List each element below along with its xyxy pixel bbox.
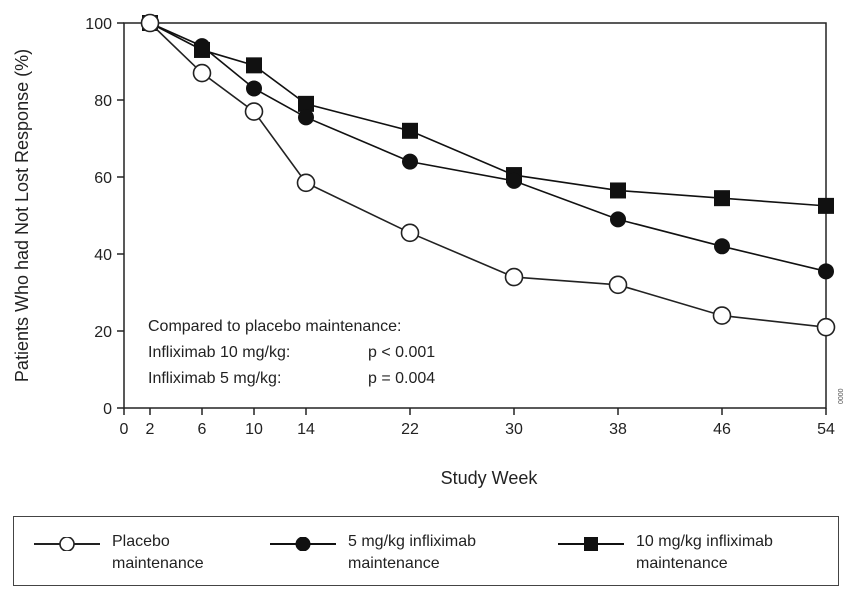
data-point-square	[246, 57, 262, 74]
x-tick-label: 46	[713, 421, 731, 438]
data-point-filled-circle	[818, 263, 834, 280]
annotation: Compared to placebo maintenance: Inflixim…	[148, 318, 435, 387]
data-point-open-circle	[504, 267, 524, 287]
data-point-filled-circle	[714, 238, 730, 255]
annotation-heading: Compared to placebo maintenance:	[148, 318, 402, 335]
data-point-square	[298, 95, 314, 112]
data-point-open-circle	[816, 317, 836, 337]
series-5mg	[142, 15, 834, 280]
plot-frame	[123, 22, 827, 409]
y-tick-label: 40	[94, 247, 112, 264]
x-tick-label: 14	[297, 421, 315, 438]
x-axis-label: Study Week	[441, 468, 539, 488]
annotation-10mg-label: Infliximab 10 mg/kg:	[148, 344, 290, 361]
data-point-open-circle	[712, 306, 732, 325]
open-circle-marker-icon	[34, 537, 100, 551]
data-point-open-circle	[400, 223, 420, 243]
data-point-filled-circle	[506, 172, 522, 189]
y-tick-label: 80	[94, 93, 112, 110]
y-tick-label: 100	[85, 16, 112, 33]
series-layer	[140, 13, 836, 337]
annotation-5mg-pvalue: p = 0.004	[368, 370, 435, 387]
x-tick-label: 54	[817, 421, 835, 438]
y-tick-label: 0	[103, 401, 112, 418]
annotation-5mg-label: Infliximab 5 mg/kg:	[148, 370, 281, 387]
data-point-open-circle	[608, 275, 628, 295]
legend-label-placebo: Placebo maintenance	[112, 533, 204, 572]
data-point-square	[610, 182, 626, 199]
data-point-square	[402, 122, 418, 139]
series-placebo	[140, 13, 836, 337]
legend-label-5mg: 5 mg/kg infliximab maintenance	[348, 533, 477, 572]
x-tick-label: 38	[609, 421, 627, 438]
data-point-filled-circle	[610, 211, 626, 228]
data-point-filled-circle	[194, 38, 210, 55]
y-tick-label: 60	[94, 170, 112, 187]
data-point-open-circle	[296, 173, 316, 193]
x-tick-label: 0	[120, 421, 129, 438]
y-axis-label: Patients Who had Not Lost Response (%)	[12, 49, 32, 382]
data-point-filled-circle	[246, 80, 262, 97]
x-tick-label: 6	[198, 421, 207, 438]
x-tick-label: 10	[245, 421, 263, 438]
x-tick-label: 2	[146, 421, 155, 438]
filled-circle-marker-icon	[270, 537, 336, 551]
data-point-open-circle	[244, 102, 264, 121]
filled-square-marker-icon	[558, 537, 624, 551]
data-point-open-circle	[192, 63, 212, 83]
x-tick-label: 22	[401, 421, 419, 438]
data-point-filled-circle	[298, 109, 314, 126]
annotation-10mg-pvalue: p < 0.001	[368, 344, 435, 361]
data-point-open-circle	[140, 13, 160, 33]
y-tick-label: 20	[94, 324, 112, 341]
data-point-square	[714, 190, 730, 207]
x-tick-label: 30	[505, 421, 523, 438]
legend-label-10mg: 10 mg/kg infliximab maintenance	[636, 533, 773, 572]
data-point-square	[818, 197, 834, 214]
side-code-text: 0000	[838, 388, 845, 404]
data-point-filled-circle	[402, 153, 418, 170]
legend: Placebo maintenance 5 mg/kg infliximab m…	[13, 516, 839, 586]
